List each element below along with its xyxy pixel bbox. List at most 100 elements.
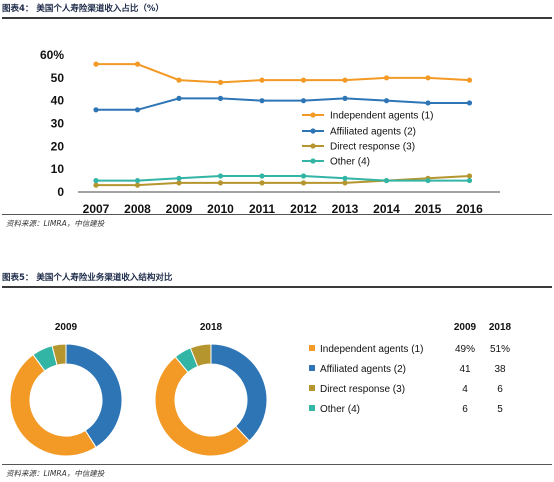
series-1-point: [466, 77, 473, 83]
legend-label-1: Independent agents (1): [330, 111, 433, 122]
series-3-point: [342, 180, 348, 186]
table-header-2018: 2018: [489, 322, 512, 333]
series-2-point: [93, 107, 99, 113]
legend-label-4: Other (4): [330, 157, 370, 168]
table-cell-2018: 38: [494, 364, 506, 375]
series-2-point: [300, 98, 307, 104]
series-3-point: [134, 182, 141, 188]
legend-label-2: Affiliated agents (2): [330, 127, 416, 138]
table-header-2009: 2009: [454, 322, 477, 333]
series-line-2: [96, 97, 470, 111]
y-tick-label: 20: [51, 139, 65, 153]
series-4-point: [425, 177, 431, 184]
x-tick-label: 2007: [83, 202, 110, 216]
x-tick-label: 2014: [373, 202, 400, 216]
series-2-point: [425, 100, 431, 106]
series-4-point: [466, 177, 473, 184]
table-legend-swatch-4: [309, 405, 315, 411]
series-1-point: [425, 75, 431, 81]
table-row-label-4: Other (4): [320, 404, 360, 415]
series-2-point: [259, 98, 265, 104]
table-cell-2009: 6: [462, 404, 468, 415]
series-1-point: [259, 77, 265, 83]
x-tick-label: 2015: [415, 202, 442, 216]
series-2-point: [217, 95, 224, 101]
series-3-point: [466, 173, 473, 179]
series-3-point: [259, 180, 265, 186]
series-3-point: [93, 182, 99, 188]
y-tick-label: 50: [51, 71, 65, 85]
y-tick-label: 40: [51, 94, 65, 108]
table-cell-2018: 51%: [490, 344, 510, 355]
figure4-top-rule: [2, 17, 552, 19]
y-tick-label: 60%: [40, 48, 64, 62]
table-cell-2009: 4: [462, 384, 468, 395]
series-line-4: [96, 175, 470, 182]
series-4-point: [134, 177, 141, 184]
figure4-source: 资料来源：LIMRA，中信建投: [6, 219, 105, 228]
legend-label-3: Direct response (3): [330, 142, 415, 153]
donut-2018-slice-affiliated: [210, 343, 268, 442]
series-1-point: [300, 77, 307, 83]
x-tick-label: 2008: [124, 202, 151, 216]
donut-2009-year-label: 2009: [55, 322, 78, 333]
figure5-top-rule: [2, 286, 552, 288]
series-4-point: [300, 173, 307, 179]
donut-2009-slice-direct: [51, 343, 67, 366]
series-2-point: [176, 95, 182, 101]
series-1-point: [93, 61, 99, 67]
donut-2018-slice-independent: [154, 356, 251, 457]
series-1-point: [383, 75, 390, 81]
figure4-title: 图表4： 美国个人寿险渠道收入占比（%）: [2, 4, 164, 14]
x-tick-label: 2011: [249, 202, 275, 216]
donut-2018-slice-direct: [189, 343, 212, 368]
table-row-label-3: Direct response (3): [320, 384, 405, 395]
series-4-point: [383, 177, 390, 184]
x-tick-label: 2010: [207, 202, 234, 216]
donut-2009-slice-affiliated: [65, 343, 123, 448]
x-tick-label: 2013: [332, 202, 359, 216]
series-4-point: [217, 173, 224, 179]
series-1-point: [176, 77, 182, 83]
legend-marker-3: [310, 143, 316, 149]
series-1-point: [217, 79, 224, 85]
x-tick-label: 2016: [456, 202, 483, 216]
y-tick-label: 30: [51, 117, 65, 131]
series-2-point: [466, 100, 473, 106]
figure5-title: 图表5： 美国个人寿险业务渠道收入结构对比: [2, 273, 173, 283]
series-2-point: [383, 98, 390, 104]
table-cell-2009: 49%: [455, 344, 475, 355]
table-cell-2018: 6: [497, 384, 503, 395]
table-legend-swatch-3: [309, 385, 315, 391]
y-tick-label: 10: [51, 162, 65, 176]
series-1-point: [342, 77, 348, 83]
series-1-point: [134, 61, 141, 67]
series-4-point: [176, 175, 182, 181]
series-4-point: [259, 173, 265, 179]
figure5-bottom-rule: [2, 464, 552, 465]
series-2-point: [134, 107, 141, 113]
legend-marker-2: [310, 128, 316, 134]
figure5-source: 资料来源：LIMRA，中信建投: [6, 469, 105, 478]
line-chart: 0 10 20 30 40 50 60% 2007 2008 2009 2010 2011 2012 20…: [40, 48, 500, 216]
table-legend-swatch-1: [309, 345, 315, 351]
series-line-1: [96, 63, 470, 84]
legend-marker-4: [310, 158, 316, 164]
x-tick-label: 2009: [166, 202, 193, 216]
table-row-label-1: Independent agents (1): [320, 344, 423, 355]
series-4-point: [342, 175, 348, 181]
donut-2009-slice-independent: [9, 353, 97, 457]
series-2-point: [342, 95, 348, 101]
donut-charts: 2009 2018 2009 2018 Independent agents (1) 49…: [9, 322, 512, 457]
legend-marker-1: [310, 112, 316, 118]
table-legend-swatch-2: [309, 365, 315, 371]
donut-2018-year-label: 2018: [200, 322, 223, 333]
series-line-3: [96, 175, 470, 187]
x-tick-label: 2012: [290, 202, 317, 216]
table-cell-2009: 41: [459, 364, 471, 375]
figure4-bottom-rule: [2, 214, 552, 215]
table-row-label-2: Affiliated agents (2): [320, 364, 406, 375]
series-3-point: [300, 180, 307, 186]
series-3-point: [217, 180, 224, 186]
table-cell-2018: 5: [497, 404, 503, 415]
